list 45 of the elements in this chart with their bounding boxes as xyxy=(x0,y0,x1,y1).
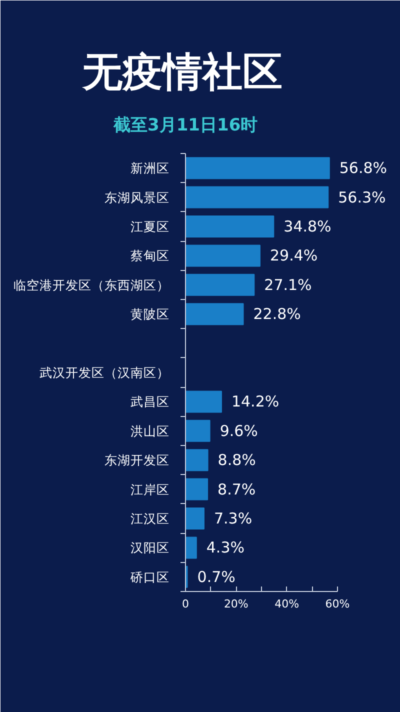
y-tick-label: 东湖风景区 xyxy=(104,190,170,205)
y-tick-label: 硚口区 xyxy=(130,569,170,584)
y-tick-label: 东湖开发区 xyxy=(104,452,170,468)
data-label: 0.7% xyxy=(197,568,236,586)
bar xyxy=(186,420,210,442)
bar xyxy=(186,449,208,472)
y-tick-label: 黄陂区 xyxy=(130,306,170,322)
bar xyxy=(186,507,204,530)
y-tick-label: 武昌区 xyxy=(130,394,170,410)
bar xyxy=(186,157,330,180)
x-tick-label: 60% xyxy=(325,598,350,610)
bar xyxy=(186,215,274,238)
x-tick-label: 40% xyxy=(274,598,300,610)
bar xyxy=(186,390,222,413)
data-label: 14.2% xyxy=(231,392,280,411)
data-label: 34.8% xyxy=(284,218,332,236)
bar xyxy=(186,186,329,208)
y-tick-label: 汉阳区 xyxy=(130,540,170,556)
bar xyxy=(186,244,260,267)
data-label: 22.8% xyxy=(253,305,301,324)
bar xyxy=(186,478,208,500)
chart-title: 无疫情社区 xyxy=(82,50,282,96)
y-tick-label: 武汉开发区（汉南区） xyxy=(40,365,170,380)
data-label: 7.3% xyxy=(214,510,252,528)
bar xyxy=(186,303,244,326)
data-label: 9.6% xyxy=(220,422,258,440)
y-tick-label: 临空港开发区（东西湖区） xyxy=(14,277,170,292)
data-label: 29.4% xyxy=(270,246,318,265)
y-tick-label: 新洲区 xyxy=(130,160,170,176)
data-label: 8.8% xyxy=(218,451,256,470)
y-tick-label: 江汉区 xyxy=(130,511,170,526)
data-label: 8.7% xyxy=(218,480,256,498)
y-tick-label: 江岸区 xyxy=(130,482,170,497)
x-tick-label: 0 xyxy=(182,598,189,610)
bar xyxy=(186,536,197,559)
data-label: 4.3% xyxy=(206,538,245,557)
data-label: 56.8% xyxy=(339,159,388,178)
y-tick-label: 蔡甸区 xyxy=(130,248,170,264)
y-tick-label: 江夏区 xyxy=(130,219,170,234)
y-tick-label: 洪山区 xyxy=(130,423,170,438)
data-label: 56.3% xyxy=(338,188,386,206)
x-tick-label: 20% xyxy=(224,598,248,610)
chart-subtitle: 截至3月11日16时 xyxy=(112,116,258,136)
bar xyxy=(186,274,255,296)
data-label: 27.1% xyxy=(264,276,312,294)
